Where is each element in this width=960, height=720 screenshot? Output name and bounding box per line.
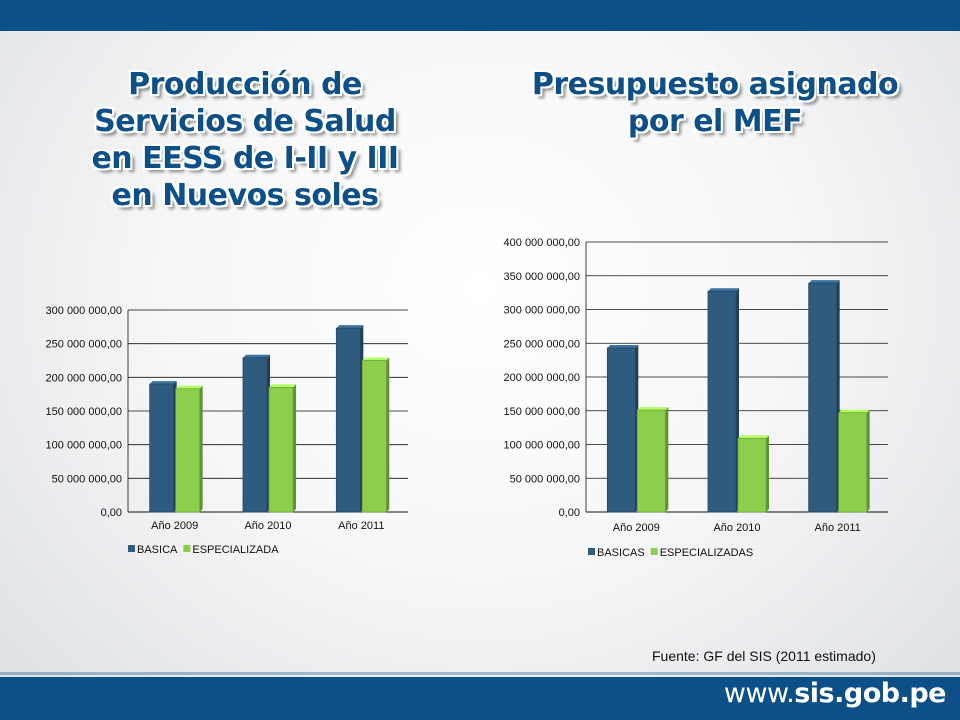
source-note: Fuente: GF del SIS (2011 estimado) bbox=[652, 648, 876, 664]
bar bbox=[361, 360, 387, 513]
legend-swatch bbox=[588, 548, 595, 555]
bar-group bbox=[838, 409, 870, 513]
right-title-line: Presupuesto asignado bbox=[531, 67, 899, 102]
legend-label: BASICA bbox=[137, 544, 178, 556]
right-title-line: por el MEF bbox=[627, 104, 803, 139]
bar-group bbox=[808, 280, 840, 513]
y-tick-label: 50 000 000,00 bbox=[52, 473, 122, 485]
bar bbox=[707, 290, 737, 513]
y-tick-label: 0,00 bbox=[559, 507, 580, 519]
bar bbox=[149, 383, 175, 513]
bar-top bbox=[708, 288, 739, 292]
url-prefix: www. bbox=[723, 678, 795, 709]
bar bbox=[335, 327, 361, 513]
y-tick-label: 200 000 000,00 bbox=[46, 372, 122, 384]
y-tick-label: 100 000 000,00 bbox=[504, 440, 580, 452]
x-tick-label: Año 2011 bbox=[338, 520, 384, 532]
y-tick-label: 250 000 000,00 bbox=[504, 338, 580, 350]
x-tick-label: Año 2009 bbox=[613, 522, 660, 534]
bar-top bbox=[269, 384, 296, 388]
footer-bar bbox=[0, 677, 960, 720]
y-tick-label: 350 000 000,00 bbox=[504, 271, 580, 283]
bar-group bbox=[242, 354, 270, 513]
bar bbox=[737, 438, 767, 513]
y-tick-label: 50 000 000,00 bbox=[510, 473, 580, 485]
bar-top bbox=[738, 435, 769, 439]
y-tick-label: 300 000 000,00 bbox=[504, 305, 580, 317]
production-chart: 0,00 50 000 000,00 100 000 000,00 150 000 0… bbox=[46, 305, 408, 556]
bar bbox=[838, 412, 868, 513]
x-tick-label: Año 2011 bbox=[815, 522, 861, 534]
bar-group bbox=[149, 381, 177, 513]
bar bbox=[175, 388, 201, 513]
x-tick-label: Año 2010 bbox=[713, 522, 760, 534]
legend-swatch bbox=[183, 545, 191, 552]
y-tick-label: 250 000 000,00 bbox=[46, 339, 122, 351]
footer-url[interactable]: www.sis.gob.pe bbox=[723, 678, 947, 709]
left-chart-title: Producción de Servicios de Salud en EESS… bbox=[55, 66, 435, 214]
bar bbox=[242, 357, 268, 513]
bar-group bbox=[175, 385, 203, 513]
y-tick-label: 100 000 000,00 bbox=[46, 440, 122, 452]
bar-side bbox=[766, 435, 769, 512]
bar-group bbox=[707, 288, 739, 513]
bar-top bbox=[637, 407, 669, 411]
bar-side bbox=[199, 385, 203, 512]
bar-top bbox=[838, 409, 870, 413]
bar-top bbox=[808, 280, 840, 284]
left-title-line: Producción de bbox=[128, 67, 362, 102]
budget-chart: 0,00 50 000 000,00 100 000 000,00 150 000 0… bbox=[504, 237, 888, 559]
bar-side bbox=[665, 407, 669, 512]
y-tick-label: 150 000 000,00 bbox=[504, 406, 580, 418]
bar bbox=[808, 282, 838, 513]
y-tick-label: 300 000 000,00 bbox=[46, 305, 122, 317]
y-tick-label: 400 000 000,00 bbox=[504, 237, 580, 249]
bar-top bbox=[149, 381, 177, 385]
bar bbox=[606, 347, 636, 513]
y-tick-label: 150 000 000,00 bbox=[46, 406, 122, 418]
bar-top bbox=[607, 344, 639, 348]
bar-side bbox=[386, 357, 390, 512]
left-title-line: Servicios de Salud bbox=[94, 104, 396, 139]
bar-group bbox=[636, 407, 669, 513]
bar-group bbox=[606, 344, 639, 513]
bar bbox=[636, 409, 666, 513]
bar-group bbox=[268, 384, 296, 513]
bar-top bbox=[336, 325, 364, 329]
y-tick-label: 200 000 000,00 bbox=[504, 372, 580, 384]
footer-divider bbox=[0, 672, 960, 675]
x-tick-label: Año 2009 bbox=[151, 520, 198, 532]
left-title-line: en EESS de I-II y III bbox=[91, 141, 399, 176]
top-bar bbox=[0, 0, 960, 31]
legend-swatch bbox=[650, 548, 658, 555]
legend-label: BASICAS bbox=[597, 547, 645, 559]
right-chart-title: Presupuesto asignado por el MEF bbox=[490, 66, 940, 140]
left-title-line: en Nuevos soles bbox=[111, 178, 379, 213]
bar bbox=[268, 387, 294, 513]
legend-label: ESPECIALIZADAS bbox=[660, 547, 754, 559]
bar-top bbox=[362, 357, 390, 361]
url-domain: sis.gob.pe bbox=[794, 678, 946, 709]
legend-swatch bbox=[128, 545, 135, 552]
bar-group bbox=[361, 357, 390, 513]
legend-label: ESPECIALIZADA bbox=[192, 544, 279, 556]
y-tick-label: 0,00 bbox=[101, 507, 122, 519]
bar-side bbox=[866, 409, 870, 512]
bar-group bbox=[335, 325, 364, 513]
bar-group bbox=[737, 435, 769, 513]
bar-top bbox=[175, 385, 203, 389]
bar-side bbox=[293, 384, 296, 512]
x-tick-label: Año 2010 bbox=[244, 520, 291, 532]
bar-top bbox=[243, 354, 270, 358]
